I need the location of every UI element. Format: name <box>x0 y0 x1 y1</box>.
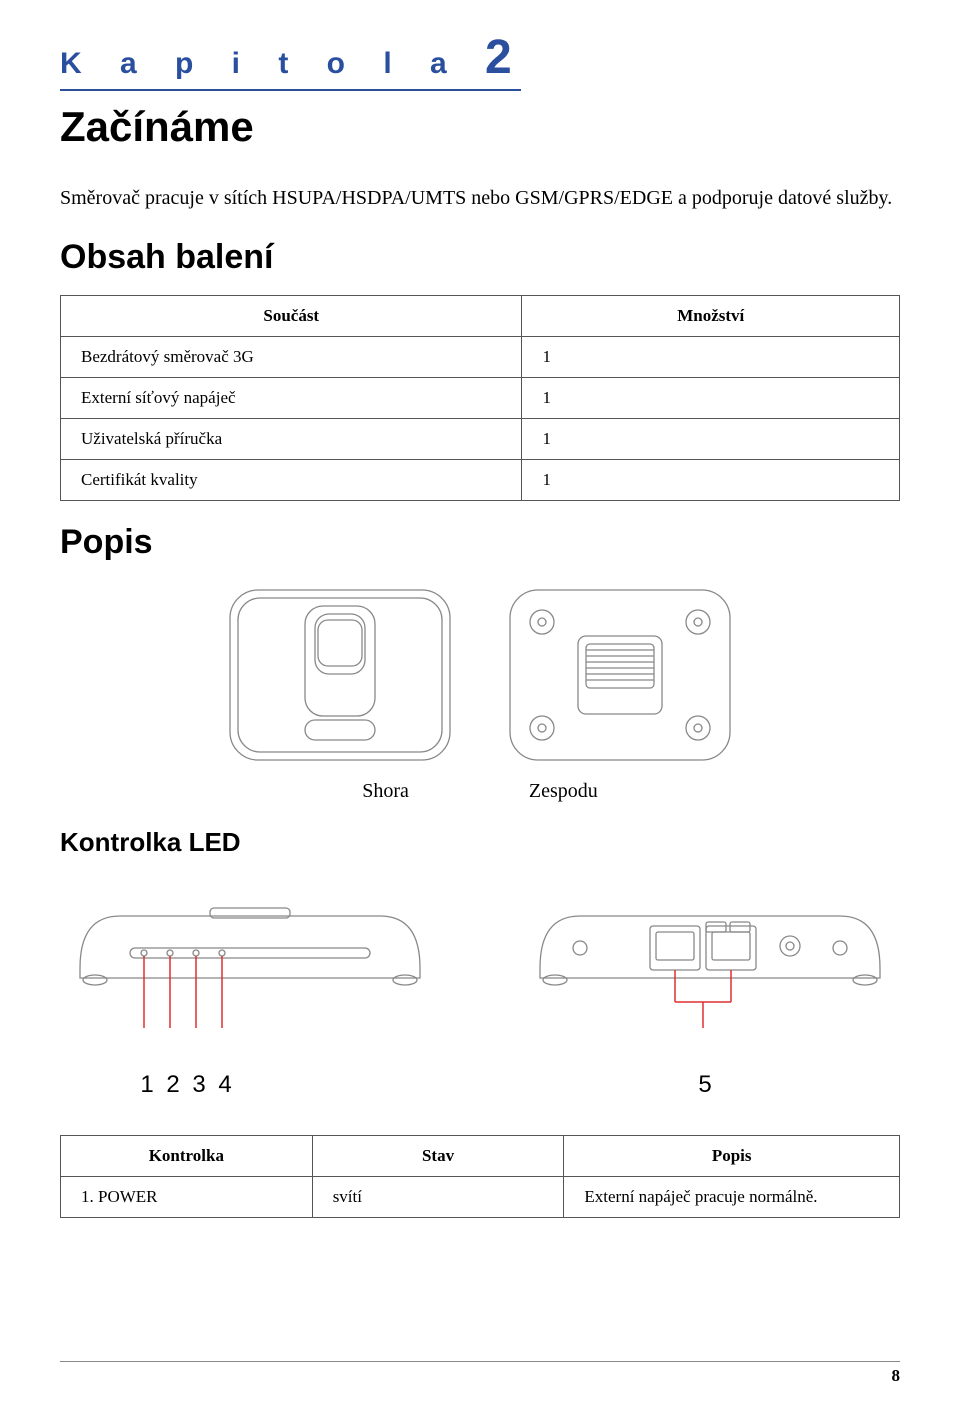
col-state: Stav <box>312 1136 564 1177</box>
device-back-view-icon <box>520 888 900 1058</box>
col-item: Součást <box>61 296 522 337</box>
section-led: Kontrolka LED <box>60 827 900 858</box>
col-qty: Množství <box>522 296 900 337</box>
table-row: Certifikát kvality 1 <box>61 460 900 501</box>
col-desc: Popis <box>564 1136 900 1177</box>
chapter-title: K a p i t o l a 2 <box>60 30 900 99</box>
section-box-contents: Obsah balení <box>60 238 900 277</box>
page-number: 8 <box>60 1366 900 1386</box>
device-front-back-views: 1 2 3 4 <box>60 888 900 1099</box>
view-labels: Shora Zespodu <box>60 780 900 803</box>
led-number: 3 <box>186 1071 212 1099</box>
front-view-block: 1 2 3 4 <box>60 888 440 1099</box>
table-header-row: Kontrolka Stav Popis <box>61 1136 900 1177</box>
cell-state: svítí <box>312 1177 564 1218</box>
table-row: Uživatelská příručka 1 <box>61 419 900 460</box>
cell-item: Bezdrátový směrovač 3G <box>61 337 522 378</box>
intro-paragraph: Směrovač pracuje v sítích HSUPA/HSDPA/UM… <box>60 185 900 212</box>
led-number: 1 <box>134 1071 160 1099</box>
cell-qty: 1 <box>522 378 900 419</box>
section-description: Popis <box>60 523 900 562</box>
device-front-view-icon <box>60 888 440 1058</box>
led-number: 5 <box>692 1071 718 1099</box>
chapter-number: 2 <box>485 31 521 84</box>
device-top-view-icon <box>220 580 460 770</box>
page-footer: 8 <box>60 1361 900 1386</box>
label-bottom-view: Zespodu <box>529 780 598 803</box>
table-row: Externí síťový napáječ 1 <box>61 378 900 419</box>
table-row: 1. POWER svítí Externí napáječ pracuje n… <box>61 1177 900 1218</box>
led-number-row: 1 2 3 4 <box>60 1071 440 1099</box>
cell-led: 1. POWER <box>61 1177 313 1218</box>
table-header-row: Součást Množství <box>61 296 900 337</box>
footer-rule <box>60 1361 900 1362</box>
cell-qty: 1 <box>522 419 900 460</box>
table-row: Bezdrátový směrovač 3G 1 <box>61 337 900 378</box>
cell-qty: 1 <box>522 460 900 501</box>
led-number: 2 <box>160 1071 186 1099</box>
cell-desc: Externí napáječ pracuje normálně. <box>564 1177 900 1218</box>
col-led: Kontrolka <box>61 1136 313 1177</box>
device-top-bottom-views <box>60 580 900 770</box>
cell-item: Certifikát kvality <box>61 460 522 501</box>
cell-item: Uživatelská příručka <box>61 419 522 460</box>
led-number: 4 <box>212 1071 238 1099</box>
led-table: Kontrolka Stav Popis 1. POWER svítí Exte… <box>60 1135 900 1218</box>
chapter-label: K a p i t o l a <box>60 47 462 80</box>
box-contents-table: Součást Množství Bezdrátový směrovač 3G … <box>60 295 900 501</box>
label-top-view: Shora <box>362 780 409 803</box>
led-number-row-back: 5 <box>520 1071 900 1099</box>
cell-item: Externí síťový napáječ <box>61 378 522 419</box>
page-heading: Začínáme <box>60 103 900 151</box>
cell-qty: 1 <box>522 337 900 378</box>
back-view-block: 5 <box>520 888 900 1099</box>
device-bottom-view-icon <box>500 580 740 770</box>
